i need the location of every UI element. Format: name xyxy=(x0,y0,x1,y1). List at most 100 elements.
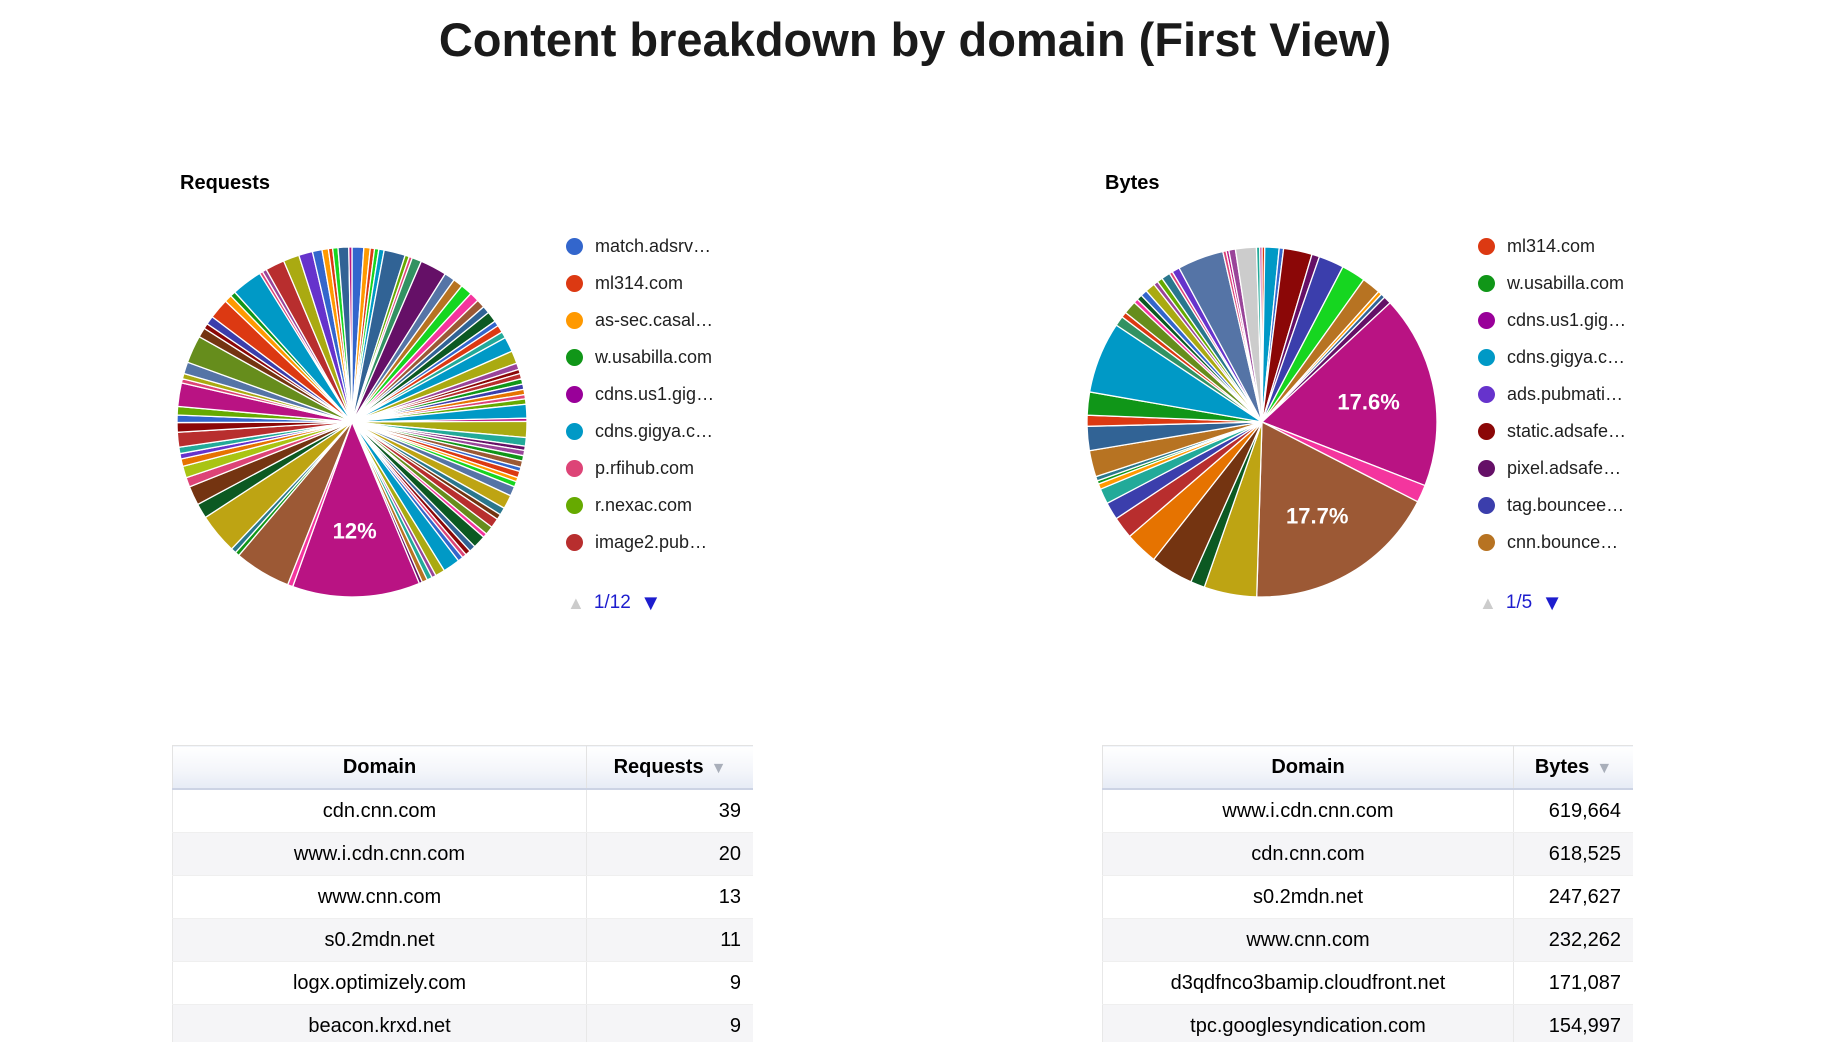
bytes-pie-slice[interactable] xyxy=(1260,301,1438,487)
bytes-legend-item[interactable]: cdns.us1.gig… xyxy=(1478,302,1626,339)
legend-item-label: cdns.us1.gig… xyxy=(595,384,715,404)
bytes-pie-chart[interactable]: 17.6% 17.7% xyxy=(1085,245,1439,599)
legend-item-label: cdns.gigya.c… xyxy=(1507,347,1626,367)
slice-percent-label: 12% xyxy=(333,519,377,544)
requests-legend-item[interactable]: ml314.com xyxy=(566,265,714,302)
legend-page-indicator: 1/12 xyxy=(593,592,631,613)
requests-legend-item[interactable]: match.adsrv… xyxy=(566,228,714,265)
value-cell: 39 xyxy=(586,789,753,833)
bytes-legend-item[interactable]: ads.pubmati… xyxy=(1478,376,1626,413)
bytes-legend: ml314.com w.usabilla.com cdns.us1.gig… cdns… xyxy=(1478,228,1626,561)
slice-percent-label: 17.6% xyxy=(1337,390,1399,415)
requests-legend-item[interactable]: as-sec.casal… xyxy=(566,302,714,339)
legend-item-label: cdns.gigya.c… xyxy=(595,421,714,441)
requests-table-row[interactable]: cdn.cnn.com 39 xyxy=(172,789,753,833)
legend-item-label: as-sec.casal… xyxy=(595,310,714,330)
legend-item-label: ads.pubmati… xyxy=(1507,384,1624,404)
requests-legend-item[interactable]: r.nexac.com xyxy=(566,487,714,524)
column-header-label: Domain xyxy=(1271,755,1345,778)
requests-table: Domain Requests ▼ cdn.cnn.com 39 www.i.cdn.cn… xyxy=(172,745,753,1042)
requests-legend-item[interactable]: cdns.gigya.c… xyxy=(566,413,714,450)
domain-cell: tpc.googlesyndication.com xyxy=(1102,1004,1514,1042)
legend-page-up-icon[interactable]: ▲ xyxy=(567,592,585,613)
legend-color-swatch-icon xyxy=(1478,423,1495,440)
domain-cell: www.cnn.com xyxy=(1102,918,1514,962)
legend-item-label: r.nexac.com xyxy=(595,495,693,515)
legend-color-swatch-icon xyxy=(566,497,583,514)
legend-color-swatch-icon xyxy=(1478,349,1495,366)
requests-pie-slice[interactable] xyxy=(348,246,353,423)
legend-color-swatch-icon xyxy=(1478,312,1495,329)
legend-item-label: p.rfihub.com xyxy=(595,458,695,478)
legend-page-down-icon[interactable]: ▼ xyxy=(639,590,662,615)
bytes-column-header-bytes[interactable]: Bytes ▼ xyxy=(1513,745,1633,790)
requests-table-row[interactable]: www.cnn.com 13 xyxy=(172,875,753,919)
bytes-table-row[interactable]: www.i.cdn.cnn.com 619,664 xyxy=(1102,789,1633,833)
value-cell: 9 xyxy=(586,1004,753,1042)
value-cell: 11 xyxy=(586,918,753,962)
value-cell: 232,262 xyxy=(1513,918,1633,962)
domain-cell: www.i.cdn.cnn.com xyxy=(172,832,587,876)
legend-item-label: pixel.adsafe… xyxy=(1507,458,1622,478)
requests-column-header-requests[interactable]: Requests ▼ xyxy=(586,745,753,790)
requests-legend-item[interactable]: w.usabilla.com xyxy=(566,339,714,376)
value-cell: 9 xyxy=(586,961,753,1005)
bytes-legend-item[interactable]: pixel.adsafe… xyxy=(1478,450,1626,487)
requests-legend-item[interactable]: cdns.us1.gig… xyxy=(566,376,714,413)
bytes-legend-item[interactable]: w.usabilla.com xyxy=(1478,265,1626,302)
bytes-pie-slice[interactable] xyxy=(1256,420,1419,598)
value-cell: 13 xyxy=(586,875,753,919)
domain-cell: cdn.cnn.com xyxy=(1102,832,1514,876)
requests-legend-pager: ▲ 1/12 ▼ xyxy=(567,590,662,616)
legend-item-label: match.adsrv… xyxy=(595,236,712,256)
bytes-table-row[interactable]: d3qdfnco3bamip.cloudfront.net 171,087 xyxy=(1102,961,1633,1005)
value-cell: 619,664 xyxy=(1513,789,1633,833)
requests-legend-item[interactable]: p.rfihub.com xyxy=(566,450,714,487)
column-header-label: Requests xyxy=(613,755,704,778)
bytes-table-row[interactable]: tpc.googlesyndication.com 154,997 xyxy=(1102,1004,1633,1042)
requests-legend: match.adsrv… ml314.com as-sec.casal… w.usab… xyxy=(566,228,714,561)
legend-color-swatch-icon xyxy=(1478,386,1495,403)
legend-item-label: tag.bouncee… xyxy=(1507,495,1625,515)
legend-item-label: ml314.com xyxy=(595,273,684,293)
legend-color-swatch-icon xyxy=(1478,497,1495,514)
bytes-legend-item[interactable]: static.adsafe… xyxy=(1478,413,1626,450)
domain-cell: s0.2mdn.net xyxy=(1102,875,1514,919)
value-cell: 171,087 xyxy=(1513,961,1633,1005)
legend-page-up-icon[interactable]: ▲ xyxy=(1479,592,1497,613)
bytes-pie-slice[interactable] xyxy=(1259,246,1263,423)
bytes-table-row[interactable]: cdn.cnn.com 618,525 xyxy=(1102,832,1633,876)
legend-page-down-icon[interactable]: ▼ xyxy=(1541,590,1564,615)
domain-cell: s0.2mdn.net xyxy=(172,918,587,962)
domain-cell: beacon.krxd.net xyxy=(172,1004,587,1042)
bytes-table-row[interactable]: www.cnn.com 232,262 xyxy=(1102,918,1633,962)
requests-legend-item[interactable]: image2.pub… xyxy=(566,524,714,561)
value-cell: 20 xyxy=(586,832,753,876)
legend-color-swatch-icon xyxy=(1478,460,1495,477)
legend-color-swatch-icon xyxy=(566,460,583,477)
bytes-legend-pager: ▲ 1/5 ▼ xyxy=(1479,590,1563,616)
domain-cell: cdn.cnn.com xyxy=(172,789,587,833)
requests-column-header-domain[interactable]: Domain xyxy=(172,745,587,790)
domain-cell: d3qdfnco3bamip.cloudfront.net xyxy=(1102,961,1514,1005)
requests-table-row[interactable]: www.i.cdn.cnn.com 20 xyxy=(172,832,753,876)
requests-pie-slice[interactable] xyxy=(291,420,421,598)
requests-table-row[interactable]: s0.2mdn.net 11 xyxy=(172,918,753,962)
legend-color-swatch-icon xyxy=(566,238,583,255)
bytes-legend-item[interactable]: cdns.gigya.c… xyxy=(1478,339,1626,376)
value-cell: 247,627 xyxy=(1513,875,1633,919)
requests-pie-chart[interactable]: 12% xyxy=(175,245,529,599)
bytes-column-header-domain[interactable]: Domain xyxy=(1102,745,1514,790)
legend-item-label: cnn.bounce… xyxy=(1507,532,1619,552)
bytes-table-row[interactable]: s0.2mdn.net 247,627 xyxy=(1102,875,1633,919)
column-header-label: Bytes xyxy=(1534,755,1590,778)
legend-item-label: w.usabilla.com xyxy=(1507,273,1625,293)
bytes-legend-item[interactable]: cnn.bounce… xyxy=(1478,524,1626,561)
sort-descending-icon: ▼ xyxy=(710,759,727,777)
requests-table-row[interactable]: logx.optimizely.com 9 xyxy=(172,961,753,1005)
bytes-table-container: Domain Bytes ▼ www.i.cdn.cnn.com 619,664 cdn.… xyxy=(1102,745,1633,1042)
bytes-legend-item[interactable]: tag.bouncee… xyxy=(1478,487,1626,524)
requests-table-row[interactable]: beacon.krxd.net 9 xyxy=(172,1004,753,1042)
sort-descending-icon: ▼ xyxy=(1596,759,1613,777)
bytes-legend-item[interactable]: ml314.com xyxy=(1478,228,1626,265)
